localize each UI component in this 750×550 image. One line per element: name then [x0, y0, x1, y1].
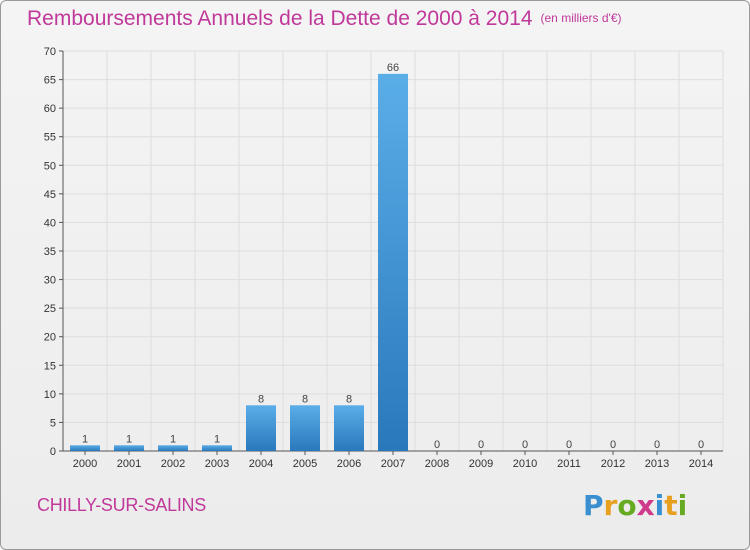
data-label-2014: 0: [698, 439, 704, 451]
data-label-2004: 8: [258, 393, 264, 405]
bar-2004[interactable]: [246, 405, 276, 451]
y-tick-label: 35: [44, 246, 56, 258]
data-label-2008: 0: [434, 439, 440, 451]
data-label-2009: 0: [478, 439, 484, 451]
data-label-2011: 0: [566, 439, 572, 451]
chart-title: Remboursements Annuels de la Dette de 20…: [27, 7, 622, 31]
title-unit: (en milliers d'€): [540, 11, 622, 25]
bar-2006[interactable]: [334, 405, 364, 451]
x-tick-label: 2000: [73, 458, 97, 470]
y-tick-label: 40: [44, 217, 56, 229]
logo-letter: i: [654, 489, 665, 522]
data-label-2010: 0: [522, 439, 528, 451]
x-tick-label: 2010: [513, 458, 537, 470]
bar-2002[interactable]: [158, 445, 188, 451]
data-label-2000: 1: [82, 433, 88, 445]
y-tick-label: 70: [44, 46, 56, 58]
bar-2000[interactable]: [70, 445, 100, 451]
x-tick-label: 2012: [601, 458, 625, 470]
y-tick-label: 30: [44, 275, 56, 287]
data-label-2001: 1: [126, 433, 132, 445]
y-tick-label: 5: [50, 417, 56, 429]
y-tick-label: 10: [44, 389, 56, 401]
y-tick-label: 20: [44, 332, 56, 344]
x-tick-label: 2005: [293, 458, 317, 470]
y-tick-label: 0: [50, 446, 56, 458]
y-tick-label: 45: [44, 189, 56, 201]
data-label-2003: 1: [214, 433, 220, 445]
y-tick-label: 25: [44, 303, 56, 315]
bar-2001[interactable]: [114, 445, 144, 451]
y-tick-label: 60: [44, 103, 56, 115]
x-tick-label: 2006: [337, 458, 361, 470]
title-text: Remboursements Annuels de la Dette de 20…: [27, 7, 533, 30]
bars: [70, 73, 408, 451]
data-label-2006: 8: [346, 393, 352, 405]
x-tick-label: 2014: [689, 458, 713, 470]
bar-2007[interactable]: [378, 73, 408, 451]
data-labels: 1 1 1 1 8 8 8 66 0 0 0 0 0 0 0: [82, 62, 704, 451]
y-tick-label: 50: [44, 160, 56, 172]
x-tick-label: 2008: [425, 458, 449, 470]
data-label-2007: 66: [387, 62, 399, 74]
y-tick-label: 65: [44, 75, 56, 87]
x-tick-label: 2003: [205, 458, 229, 470]
y-tick-label: 15: [44, 360, 56, 372]
logo-letter: x: [636, 489, 655, 522]
bar-2005[interactable]: [290, 405, 320, 451]
commune-name: CHILLY-SUR-SALINS: [37, 495, 206, 515]
logo-letter: P: [583, 489, 604, 522]
data-label-2012: 0: [610, 439, 616, 451]
x-tick-label: 2004: [249, 458, 273, 470]
logo-letter: o: [617, 489, 637, 522]
x-tick-label: 2011: [557, 458, 581, 470]
x-tick-label: 2007: [381, 458, 405, 470]
x-tick-label: 2002: [161, 458, 185, 470]
proxiti-logo[interactable]: Proxiti: [583, 489, 687, 522]
data-label-2002: 1: [170, 433, 176, 445]
logo-letter: i: [677, 489, 688, 522]
x-tick-label: 2009: [469, 458, 493, 470]
data-label-2005: 8: [302, 393, 308, 405]
data-label-2013: 0: [654, 439, 660, 451]
bar-2003[interactable]: [202, 445, 232, 451]
x-tick-label: 2001: [117, 458, 141, 470]
logo-letter: t: [664, 489, 678, 522]
y-tick-label: 55: [44, 132, 56, 144]
logo-letter: r: [603, 489, 618, 522]
x-tick-label: 2013: [645, 458, 669, 470]
